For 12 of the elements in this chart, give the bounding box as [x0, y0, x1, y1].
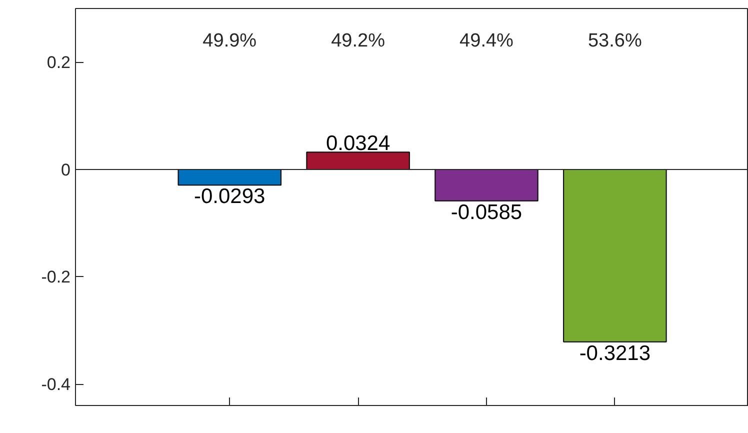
annotation: 49.2%	[331, 30, 386, 52]
data-label: -0.3213	[579, 342, 651, 365]
data-label: 0.0324	[326, 132, 390, 156]
annotation: 53.6%	[588, 30, 642, 52]
y-tick-label: 0	[61, 160, 71, 180]
data-label: -0.0585	[450, 200, 522, 224]
y-tick-label: -0.4	[41, 375, 71, 394]
data-label: -0.0293	[194, 185, 266, 208]
annotation: 49.4%	[460, 30, 514, 52]
y-tick-label: 0.2	[46, 53, 71, 72]
annotation: 49.9%	[202, 30, 257, 52]
y-tick-label: -0.2	[41, 268, 71, 287]
